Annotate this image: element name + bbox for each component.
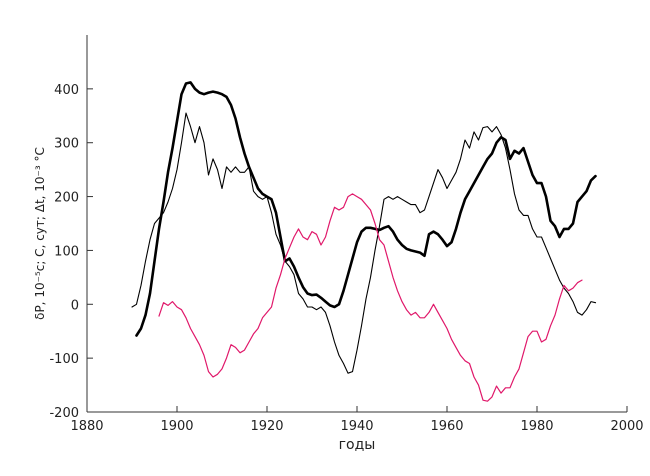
y-axis-label: δP, 10⁻⁵c; C, сут; Δt, 10⁻³ °C bbox=[33, 147, 47, 320]
x-tick-label: 1960 bbox=[430, 419, 463, 434]
y-tick-label: 200 bbox=[54, 191, 79, 206]
x-tick-label: 1980 bbox=[520, 419, 553, 434]
series-line-2 bbox=[131, 112, 597, 374]
x-tick-label: 1900 bbox=[160, 419, 193, 434]
y-tick-label: 400 bbox=[54, 83, 79, 98]
x-axis-label: годы bbox=[339, 437, 376, 453]
y-tick-label: -100 bbox=[49, 352, 79, 367]
x-tick-label: 2000 bbox=[610, 419, 643, 434]
x-tick-label: 1940 bbox=[340, 419, 373, 434]
series-line-3 bbox=[158, 193, 583, 402]
y-tick-label: 0 bbox=[71, 298, 79, 313]
y-tick-label: -200 bbox=[49, 406, 79, 421]
series-line-1 bbox=[135, 81, 597, 337]
x-tick-label: 1920 bbox=[250, 419, 283, 434]
series-group bbox=[131, 81, 597, 402]
x-tick-label: 1880 bbox=[70, 419, 103, 434]
axes: -200 -100 0 100 200 300 400 1880 1900 1920 1940 196… bbox=[49, 35, 644, 434]
y-tick-label: 300 bbox=[54, 137, 79, 152]
y-tick-label: 100 bbox=[54, 244, 79, 259]
